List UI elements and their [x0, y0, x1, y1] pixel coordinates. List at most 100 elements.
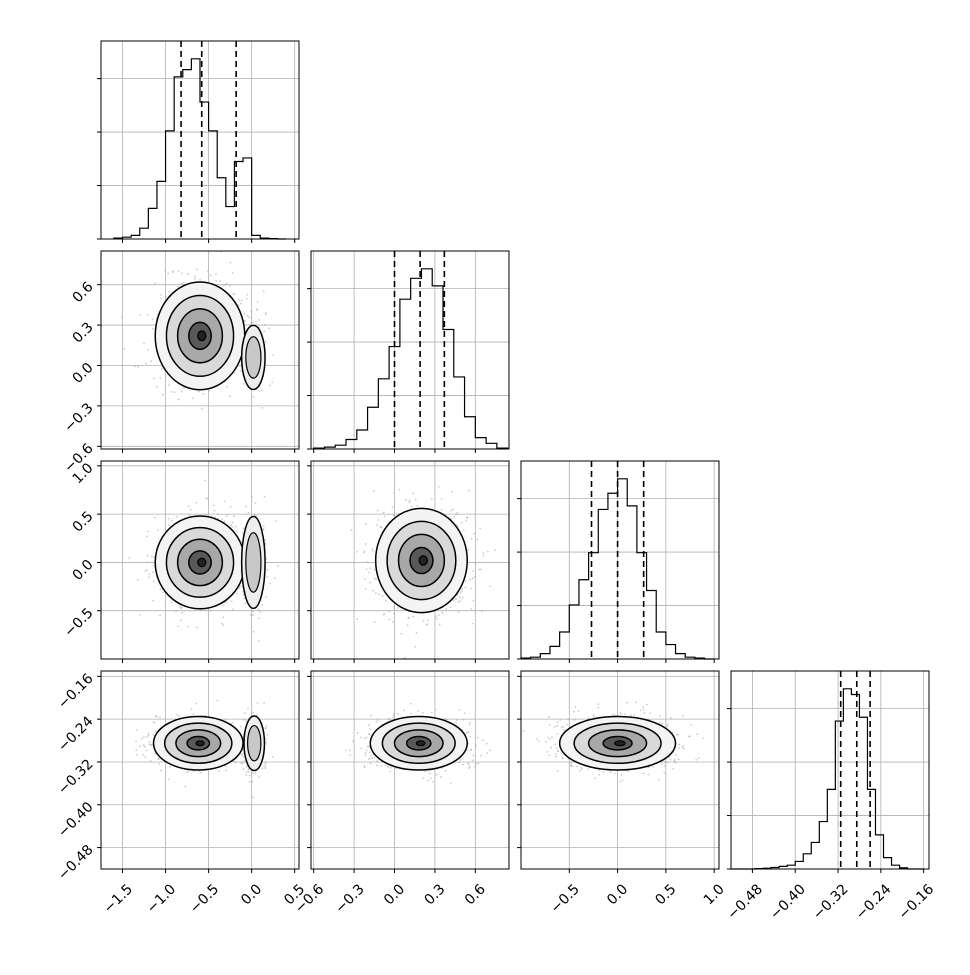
sample-point	[209, 610, 211, 612]
sample-point	[467, 516, 469, 518]
sample-point	[169, 766, 171, 768]
sample-point	[445, 608, 447, 610]
sample-point	[468, 724, 470, 726]
sample-point	[556, 733, 558, 735]
sample-point	[159, 377, 161, 379]
sample-point	[185, 786, 187, 788]
sample-point	[681, 747, 683, 749]
sample-point	[176, 516, 178, 518]
sample-point	[602, 771, 604, 773]
sample-point	[397, 713, 399, 715]
panel-frame	[521, 461, 719, 659]
sample-point	[121, 316, 123, 318]
sample-point	[479, 569, 481, 571]
sample-point	[248, 512, 250, 514]
sample-point	[383, 614, 385, 616]
sample-point	[272, 354, 274, 356]
sample-point	[196, 627, 198, 629]
sample-point	[549, 724, 551, 726]
sample-point	[204, 479, 206, 481]
sample-point	[162, 592, 164, 594]
sample-point	[145, 570, 147, 572]
sample-point	[477, 763, 479, 765]
sample-point	[365, 588, 367, 590]
sample-point	[494, 549, 496, 551]
sample-point	[385, 600, 387, 602]
sample-point	[159, 717, 161, 719]
sample-point	[171, 601, 173, 603]
sample-point	[128, 557, 130, 559]
sample-point	[690, 724, 692, 726]
sample-point	[265, 596, 267, 598]
sample-point	[123, 348, 125, 350]
sample-point	[254, 514, 256, 516]
sample-point	[171, 391, 173, 393]
sample-point	[670, 759, 672, 761]
sample-point	[233, 293, 235, 295]
sample-point	[463, 530, 465, 532]
sample-point	[251, 496, 253, 498]
sample-point	[410, 703, 412, 705]
density-contour-secondary	[246, 337, 261, 378]
sample-point	[194, 276, 196, 278]
sample-point	[486, 743, 488, 745]
sample-point	[450, 783, 452, 785]
sample-point	[269, 583, 271, 585]
sample-point	[153, 721, 155, 723]
sample-point	[393, 613, 395, 615]
sample-point	[246, 315, 248, 317]
sample-point	[461, 588, 463, 590]
sample-point	[390, 767, 392, 769]
sample-point	[153, 734, 155, 736]
sample-point	[263, 702, 265, 704]
sample-point	[658, 779, 660, 781]
sample-point	[254, 502, 256, 504]
sample-point	[229, 396, 231, 398]
sample-point	[231, 600, 233, 602]
sample-point	[257, 702, 259, 704]
sample-point	[213, 504, 215, 506]
sample-point	[458, 611, 460, 613]
sample-point	[148, 573, 150, 575]
panel-content	[523, 702, 705, 783]
sample-point	[372, 590, 374, 592]
sample-point	[462, 764, 464, 766]
panel-frame	[731, 671, 929, 869]
scatter-panel-3-1	[97, 461, 299, 663]
sample-point	[137, 366, 139, 368]
sample-point	[436, 618, 438, 620]
sample-point	[243, 719, 245, 721]
sample-point	[465, 520, 467, 522]
sample-point	[235, 526, 237, 528]
sample-point	[369, 751, 371, 753]
sample-point	[400, 633, 402, 635]
sample-point	[150, 744, 152, 746]
sample-point	[136, 754, 138, 756]
sample-point	[174, 391, 176, 393]
sample-point	[150, 760, 152, 762]
sample-point	[252, 712, 254, 714]
sample-point	[453, 516, 455, 518]
sample-point	[195, 703, 197, 705]
sample-point	[179, 606, 181, 608]
sample-point	[151, 555, 153, 557]
sample-point	[175, 610, 177, 612]
sample-point	[143, 744, 145, 746]
sample-point	[147, 555, 149, 557]
sample-point	[377, 519, 379, 521]
sample-point	[593, 716, 595, 718]
sample-point	[263, 290, 265, 292]
sample-point	[393, 608, 395, 610]
sample-point	[451, 518, 453, 520]
sample-point	[455, 514, 457, 516]
sample-point	[153, 556, 155, 558]
sample-point	[143, 754, 145, 756]
sample-point	[409, 501, 411, 503]
sample-point	[643, 773, 645, 775]
sample-point	[471, 538, 473, 540]
sample-point	[431, 712, 433, 714]
sample-point	[394, 712, 396, 714]
sample-point	[469, 736, 471, 738]
sample-point	[445, 770, 447, 772]
sample-point	[156, 386, 158, 388]
